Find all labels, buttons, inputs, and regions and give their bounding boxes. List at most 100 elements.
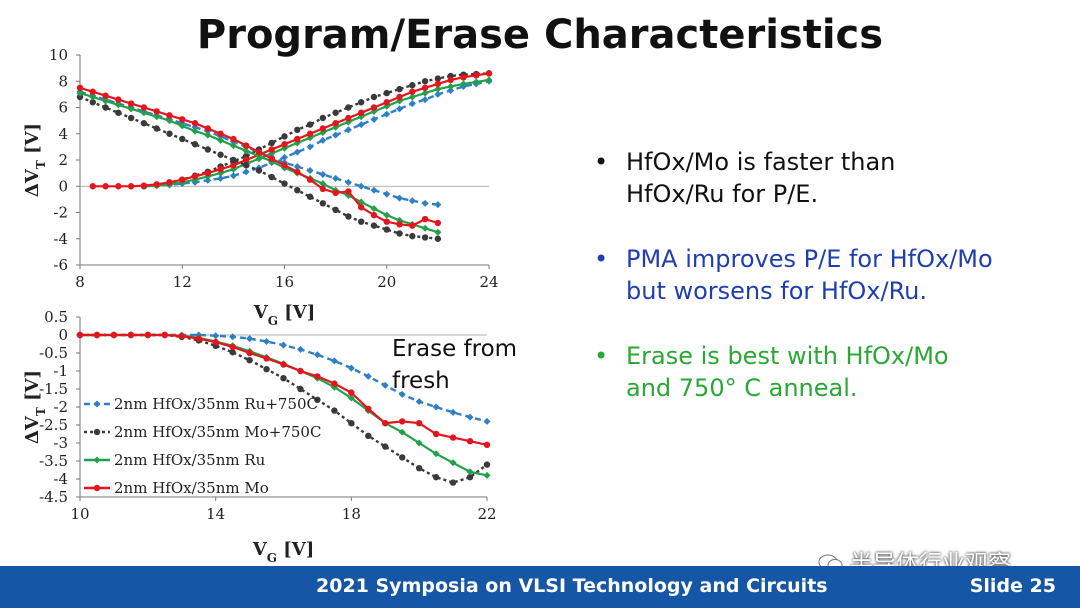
y-tick-label: 8	[58, 72, 68, 90]
data-point-ru750	[347, 364, 355, 372]
data-point-ru	[191, 127, 199, 135]
data-point-mo	[191, 173, 199, 180]
data-point-mo750	[434, 75, 442, 82]
data-point-ru750	[319, 170, 327, 178]
data-point-mo	[242, 142, 250, 149]
x-tick-label: 12	[173, 273, 192, 291]
y-tick-label: 0	[58, 177, 68, 195]
data-point-mo750	[332, 206, 339, 214]
data-point-ru	[229, 142, 237, 150]
data-point-ru750	[396, 105, 404, 113]
x-tick-label: 14	[206, 505, 225, 523]
data-point-ru750	[229, 172, 237, 180]
data-point-ru	[242, 147, 250, 155]
bullet-item: • PMA improves P/E for HfOx/Mo but worse…	[594, 243, 1064, 307]
data-point-mo	[485, 70, 493, 77]
data-point-mo	[115, 96, 122, 103]
data-point-mo750	[230, 156, 237, 164]
legend-marker	[93, 400, 101, 408]
data-point-mo750	[357, 218, 365, 225]
data-point-mo	[229, 343, 236, 351]
data-point-mo750	[76, 93, 84, 101]
data-point-ru	[483, 471, 491, 479]
data-point-ru750	[293, 148, 301, 156]
x-tick-label: 22	[477, 505, 496, 523]
data-point-mo	[399, 418, 406, 425]
data-point-ru750	[449, 408, 457, 416]
data-point-mo750	[306, 193, 314, 200]
data-point-mo	[246, 349, 253, 357]
data-point-ru	[127, 105, 135, 113]
data-point-ru	[76, 89, 84, 97]
data-point-ru	[415, 439, 423, 447]
data-point-ru750	[330, 357, 338, 365]
data-point-mo	[421, 84, 429, 92]
data-point-mo750	[127, 114, 135, 122]
data-point-mo750	[166, 130, 173, 137]
data-point-mo750	[153, 125, 160, 132]
bullet-line: HfOx/Mo is faster than	[626, 148, 896, 176]
data-point-mo750	[255, 167, 263, 174]
x-tick-label: 18	[342, 505, 361, 523]
data-point-mo	[280, 361, 287, 368]
data-point-ru	[319, 180, 327, 188]
data-point-ru750	[370, 186, 378, 194]
data-point-mo	[294, 168, 301, 176]
data-point-ru750	[332, 174, 340, 182]
y-tick-label: -2.5	[39, 416, 68, 434]
data-point-mo750	[319, 200, 327, 207]
data-point-ru	[165, 117, 173, 125]
data-point-ru	[178, 122, 186, 130]
data-point-mo	[447, 76, 454, 84]
data-point-mo750	[483, 461, 491, 468]
y-tick-label: -3	[53, 434, 68, 452]
data-point-mo	[348, 389, 355, 396]
data-point-ru	[434, 228, 442, 236]
x-tick-label: 10	[70, 505, 89, 523]
data-point-mo750	[399, 454, 406, 461]
y-tick-label: 10	[49, 46, 68, 64]
y-tick-label: -6	[53, 256, 68, 274]
bullet-line: Erase is best with HfOx/Mo	[626, 342, 949, 370]
data-point-ru750	[344, 126, 352, 134]
x-axis-title: VG [V]	[253, 302, 315, 328]
bullet-dot: •	[594, 342, 609, 370]
data-point-mo	[153, 108, 160, 115]
data-point-mo	[294, 135, 301, 143]
data-point-mo	[268, 155, 275, 162]
data-point-mo	[89, 183, 96, 190]
data-point-ru750	[421, 96, 429, 104]
data-point-ru750	[434, 90, 442, 98]
data-point-ru750	[306, 143, 314, 151]
data-point-mo	[382, 420, 389, 427]
data-point-mo	[204, 169, 212, 177]
bullet-dot: •	[594, 245, 609, 273]
data-point-mo750	[348, 420, 355, 427]
data-point-mo750	[140, 120, 148, 127]
data-point-mo	[191, 120, 199, 127]
data-point-ru750	[364, 372, 372, 380]
data-point-ru	[153, 113, 161, 121]
bullet-item: • HfOx/Mo is faster than HfOx/Ru for P/E…	[594, 146, 1064, 210]
y-tick-label: -2	[53, 204, 68, 222]
data-point-ru750	[281, 153, 288, 161]
data-point-mo750	[204, 146, 212, 153]
data-point-mo750	[396, 85, 403, 93]
y-tick-label: 0.5	[44, 308, 68, 326]
data-point-mo	[127, 100, 135, 107]
data-point-mo	[153, 181, 160, 188]
data-point-mo	[314, 373, 321, 380]
data-point-ru750	[421, 199, 429, 207]
data-point-ru750	[212, 332, 220, 340]
data-point-mo750	[421, 78, 429, 85]
data-point-mo	[212, 339, 219, 346]
data-point-mo	[460, 74, 467, 81]
data-point-mo750	[314, 396, 321, 403]
footer-bar: 2021 Symposia on VLSI Technology and Cir…	[0, 566, 1080, 608]
data-point-mo750	[246, 357, 253, 364]
data-point-mo750	[382, 443, 389, 450]
data-point-mo750	[409, 232, 416, 240]
data-point-mo	[331, 380, 338, 387]
data-point-mo	[409, 222, 416, 229]
data-point-ru	[449, 459, 457, 467]
